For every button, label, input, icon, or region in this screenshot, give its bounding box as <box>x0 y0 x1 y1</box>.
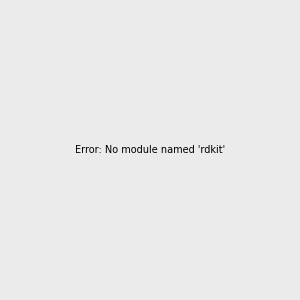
Text: Error: No module named 'rdkit': Error: No module named 'rdkit' <box>75 145 225 155</box>
